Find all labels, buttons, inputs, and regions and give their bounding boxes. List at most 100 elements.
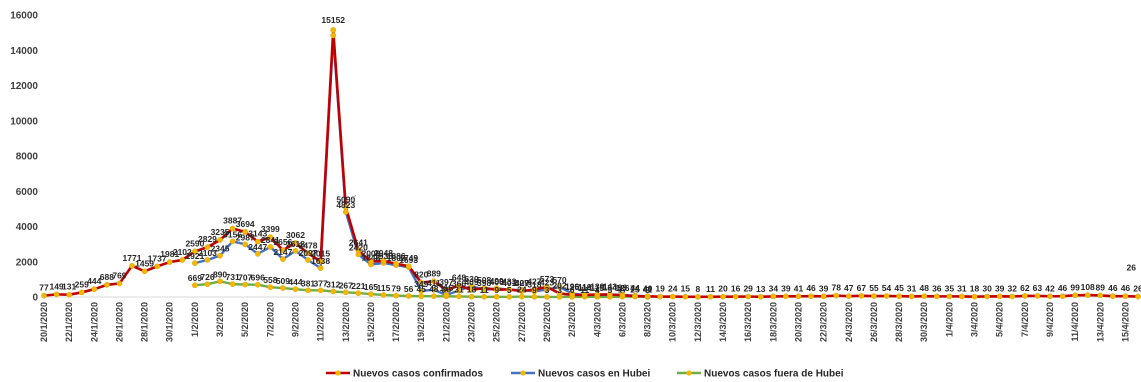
- data-label: 327: [515, 278, 529, 288]
- data-label: 4: [595, 285, 600, 295]
- data-label: 24: [668, 284, 678, 294]
- data-label: 630: [464, 274, 478, 284]
- data-label: 3399: [261, 224, 280, 234]
- data-label: 202: [552, 280, 566, 290]
- data-label: 48: [429, 284, 439, 294]
- x-tick-label: 18/3/2020: [768, 302, 778, 342]
- data-label: 78: [831, 283, 841, 293]
- data-label: 47: [844, 283, 854, 293]
- series-point: [1047, 293, 1053, 300]
- data-label: 3143: [248, 229, 267, 239]
- data-label: 15: [681, 284, 691, 294]
- series-point: [783, 293, 789, 300]
- data-label: 44: [630, 283, 640, 293]
- series-point: [342, 289, 349, 296]
- x-tick-label: 25/2/2020: [492, 302, 502, 342]
- series-point: [908, 293, 915, 300]
- data-label: 40: [643, 283, 653, 293]
- data-label: 411: [427, 278, 441, 288]
- series-point: [242, 229, 249, 235]
- data-label: 36: [932, 283, 942, 293]
- series-point: [66, 291, 73, 298]
- data-label: 99: [1070, 282, 1080, 292]
- series-point: [933, 293, 940, 300]
- data-label: 139: [590, 282, 604, 292]
- series-point: [242, 281, 249, 288]
- data-label: 731: [226, 272, 240, 282]
- series-point: [342, 209, 349, 215]
- series-point: [996, 293, 1003, 300]
- series-point: [1021, 293, 1028, 299]
- series-point: [1097, 292, 1104, 299]
- data-label: 1921: [185, 251, 204, 261]
- series-point: [393, 292, 399, 299]
- data-label: 312: [326, 280, 340, 290]
- series-point: [858, 292, 865, 299]
- series-point: [254, 251, 261, 257]
- legend-swatch-marker: [686, 370, 692, 376]
- series-point: [1072, 292, 1078, 299]
- series-point: [871, 293, 877, 299]
- data-label: 8: [696, 284, 701, 294]
- data-label: 1737: [148, 253, 167, 263]
- x-tick-label: 21/2/2020: [441, 302, 451, 342]
- series-point: [418, 293, 425, 300]
- legend-swatch-marker: [520, 370, 526, 376]
- y-axis: 0 2000 4000 6000 8000 10000 12000 14000 16000: [10, 11, 38, 304]
- data-label: 29: [743, 283, 753, 293]
- x-tick-label: 29/2/2020: [542, 302, 552, 342]
- series-point: [280, 285, 286, 291]
- series-point: [204, 244, 211, 250]
- series-point: [1084, 292, 1091, 298]
- series-point: [355, 290, 362, 296]
- series-point: [594, 291, 601, 298]
- data-label: 366: [452, 279, 466, 289]
- data-label: 3887: [223, 215, 242, 225]
- x-tick-label: 23/2/2020: [467, 302, 477, 342]
- data-label: 558: [263, 275, 277, 285]
- x-tick-label: 4/3/2020: [592, 302, 602, 337]
- data-label: 62: [1020, 283, 1030, 293]
- series-point: [770, 293, 777, 300]
- data-label: 63: [1033, 283, 1043, 293]
- data-label: 26: [1133, 284, 1141, 294]
- data-label: 427: [527, 276, 541, 286]
- data-label: 24: [517, 285, 527, 295]
- data-label: 3: [545, 285, 550, 295]
- data-label: 2147: [273, 247, 292, 257]
- series-point: [707, 293, 714, 300]
- series-point: [531, 286, 538, 293]
- series-point: [971, 293, 978, 300]
- x-tick-label: 3/4/2020: [970, 302, 980, 337]
- data-label: 707: [238, 273, 252, 283]
- series-point: [657, 293, 664, 300]
- data-label: 9: [532, 285, 537, 295]
- x-tick-label: 22/3/2020: [819, 302, 829, 342]
- annotation-label: 26: [1127, 263, 1137, 273]
- x-tick-label: 9/2/2020: [290, 302, 300, 337]
- series-point: [254, 281, 261, 288]
- data-label: 508: [477, 275, 491, 285]
- series-point: [330, 27, 337, 33]
- data-label: 2641: [349, 237, 368, 247]
- y-tick-label: 6000: [16, 187, 39, 198]
- series-point: [254, 238, 261, 245]
- data-label: 409: [515, 278, 529, 288]
- series-point: [896, 293, 902, 300]
- data-label: 39: [781, 283, 791, 293]
- x-tick-label: 27/2/2020: [517, 302, 527, 342]
- series-point: [217, 237, 223, 243]
- series-point: [405, 293, 412, 299]
- data-label: 397: [439, 277, 453, 287]
- data-label: 149: [49, 281, 63, 291]
- x-tick-label: 20/1/2020: [39, 302, 49, 342]
- series-point: [91, 286, 98, 293]
- data-label: 1933: [374, 251, 393, 261]
- data-label: 820: [414, 270, 428, 280]
- series-point: [229, 281, 236, 287]
- data-label: 5: [607, 285, 612, 295]
- data-label: 509: [276, 276, 290, 286]
- x-tick-label: 28/3/2020: [894, 302, 904, 342]
- x-tick-label: 22/1/2020: [64, 302, 74, 342]
- series-point: [468, 286, 475, 293]
